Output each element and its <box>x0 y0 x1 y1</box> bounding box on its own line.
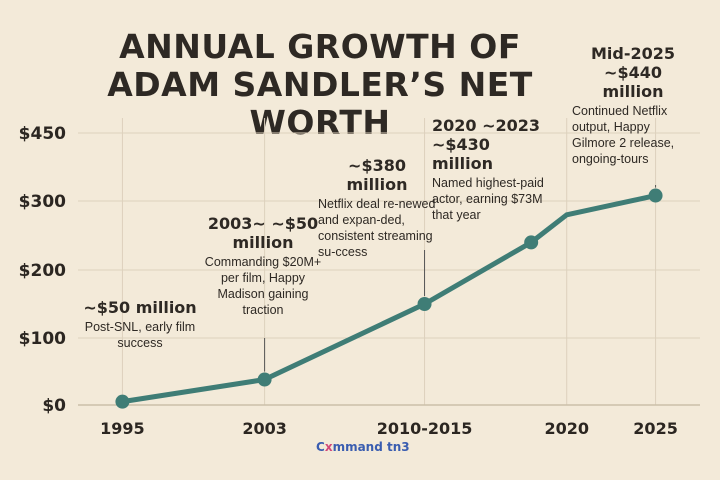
annotation-2003: 2003~ ~$50 million Commanding $20M+ per … <box>204 214 322 318</box>
annotation-2010-2015-desc: Netflix deal re-newed and expan-ded, con… <box>318 197 436 259</box>
y-tick-label: $450 <box>19 124 66 144</box>
annotation-2020-2023-head: 2020 ~2023 ~$430 million <box>432 116 541 173</box>
data-point <box>417 297 432 311</box>
x-tick-label: 2020 <box>544 419 589 438</box>
annotation-1995: ~$50 million Post-SNL, early film succes… <box>80 298 200 351</box>
annotation-2020-2023-desc: Named highest-paid actor, earning $73M t… <box>432 176 544 222</box>
annotation-1995-head: ~$50 million <box>83 298 197 317</box>
annotation-2020-2023: 2020 ~2023 ~$430 million Named highest-p… <box>432 116 554 223</box>
y-tick-label: $200 <box>19 261 66 281</box>
annotation-1995-desc: Post-SNL, early film success <box>84 320 196 350</box>
x-tick-label: 2010-2015 <box>377 419 473 438</box>
annotation-2003-desc: Commanding $20M+ per film, Happy Madison… <box>204 255 322 317</box>
series-line <box>119 193 659 405</box>
x-tick-label: 2003 <box>242 419 287 438</box>
annotation-2010-2015: ~$380 million Netflix deal re-newed and … <box>318 156 436 260</box>
data-point <box>648 188 663 203</box>
y-tick-label: $100 <box>19 329 66 349</box>
x-tick-label: 1995 <box>100 419 145 438</box>
annotation-mid-2025-head: Mid-2025 ~$440 million <box>590 44 676 101</box>
x-tick-label: 2025 <box>633 419 678 438</box>
annotation-mid-2025: Mid-2025 ~$440 million Continued Netflix… <box>572 44 694 167</box>
annotation-2010-2015-head: ~$380 million <box>346 156 408 194</box>
chart-title: ANNUAL GROWTH OF ADAM SANDLER’S NET WORT… <box>107 27 533 142</box>
watermark-logo: Cxmmand tn3 <box>316 440 410 454</box>
y-tick-label: $0 <box>42 396 66 416</box>
y-tick-label: $300 <box>19 192 66 212</box>
data-point <box>524 235 539 250</box>
data-point <box>257 372 272 387</box>
annotation-2003-head: 2003~ ~$50 million <box>207 214 319 252</box>
data-point <box>115 394 130 409</box>
annotation-mid-2025-desc: Continued Netflix output, Happy Gilmore … <box>572 104 675 166</box>
